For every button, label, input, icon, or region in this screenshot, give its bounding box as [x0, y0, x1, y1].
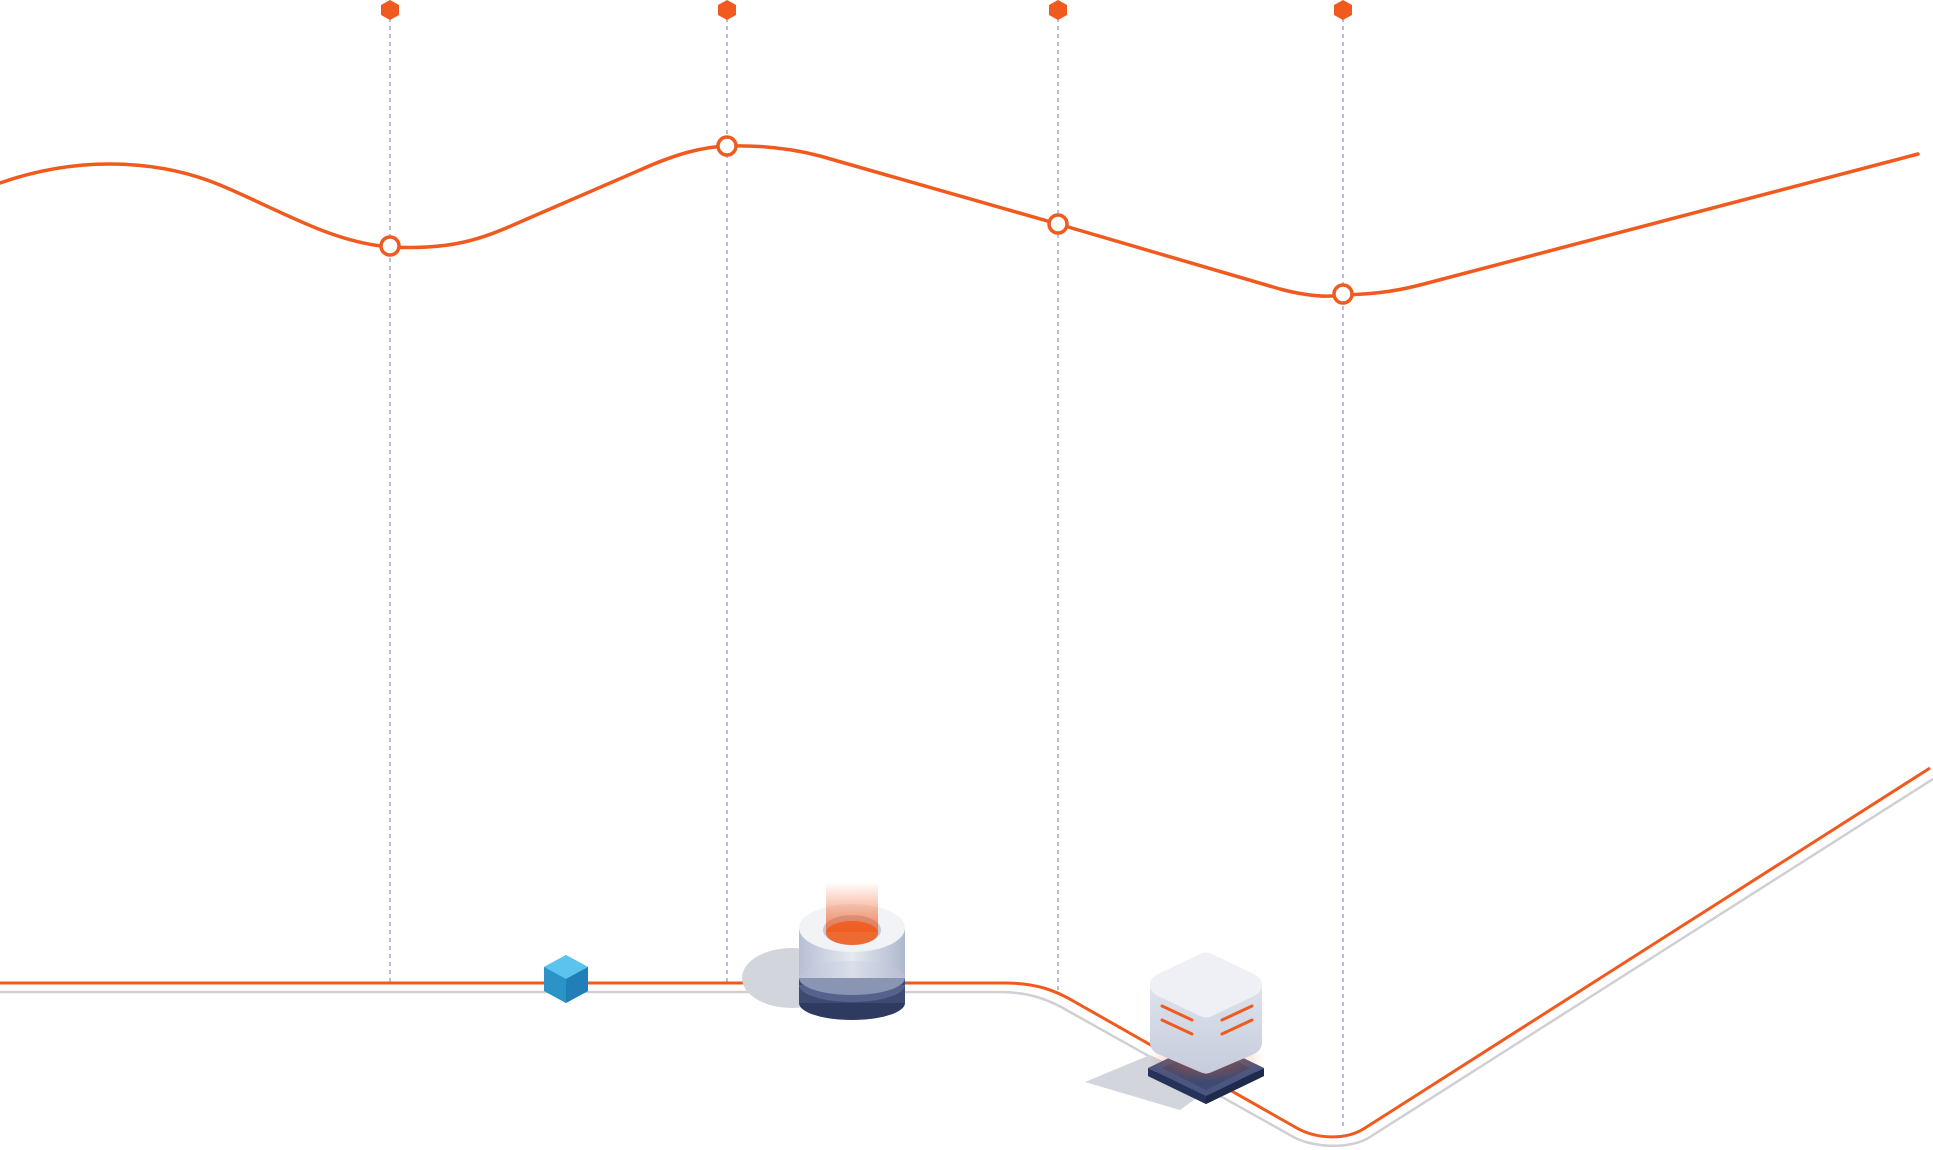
track-line — [0, 766, 1931, 1139]
curve-nodes — [379, 135, 1354, 305]
ring-node-icon — [1047, 213, 1069, 235]
processor-block-icon — [1085, 952, 1264, 1110]
ring-scanner-icon — [742, 882, 905, 1020]
marker-row — [381, 0, 1352, 20]
track-shadow — [0, 777, 1933, 1147]
hexagon-marker-icon — [381, 0, 399, 20]
cube-package-icon — [544, 955, 588, 1003]
hexagon-marker-icon — [1049, 0, 1067, 20]
hexagon-marker-icon — [718, 0, 736, 20]
ring-node-icon — [1332, 283, 1354, 305]
ring-node-icon — [716, 135, 738, 157]
upper-curve — [0, 144, 1920, 298]
hexagon-marker-icon — [1334, 0, 1352, 20]
ring-node-icon — [379, 235, 401, 257]
guide-lines — [389, 18, 1344, 1130]
